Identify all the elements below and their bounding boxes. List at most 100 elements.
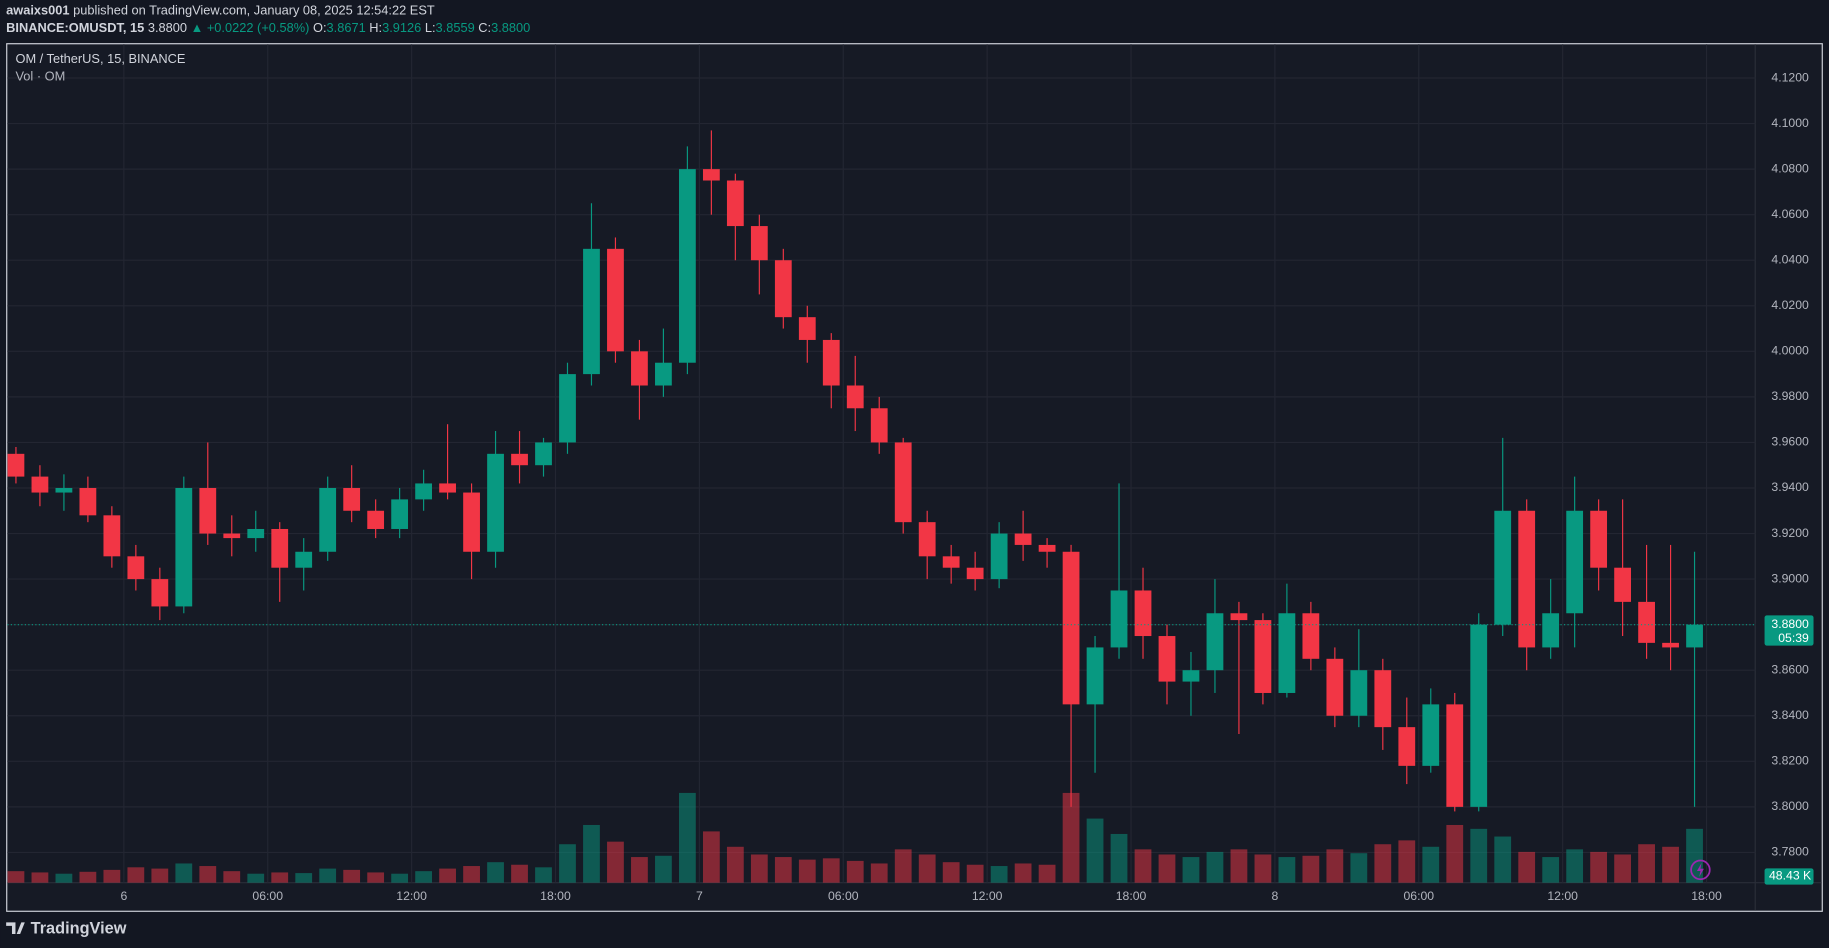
candle-body bbox=[726, 180, 744, 227]
chart-subtitle: Vol · OM bbox=[15, 68, 65, 83]
last: 3.8800 bbox=[148, 21, 187, 36]
candle-body bbox=[343, 487, 361, 511]
candle-body bbox=[1494, 510, 1512, 625]
x-tick-label: 12:00 bbox=[396, 889, 427, 903]
volume-bar bbox=[750, 854, 768, 883]
candle-body bbox=[295, 551, 313, 568]
candle-body bbox=[1566, 510, 1584, 614]
candle-body bbox=[271, 528, 289, 568]
candle-body bbox=[894, 442, 912, 523]
symbol: BINANCE:OMUSDT, 15 bbox=[6, 21, 144, 36]
volume-bar bbox=[1662, 846, 1679, 883]
volume-bar bbox=[1518, 851, 1536, 883]
ohlc-value: 3.8800 bbox=[491, 21, 530, 36]
candle-body bbox=[31, 476, 49, 493]
volume-bar bbox=[846, 860, 864, 883]
candle-body bbox=[702, 169, 720, 181]
logo: TradingView bbox=[31, 920, 127, 938]
volume-bar bbox=[1038, 864, 1056, 883]
candle-body bbox=[1254, 620, 1272, 693]
x-tick-label: 06:00 bbox=[1403, 889, 1434, 903]
candle-body bbox=[1326, 658, 1344, 716]
volume-bar bbox=[7, 871, 25, 883]
candle-body bbox=[1614, 567, 1632, 602]
y-tick-label: 3.8400 bbox=[1771, 708, 1809, 722]
candle-body bbox=[1014, 533, 1032, 545]
candle-body bbox=[79, 487, 97, 516]
y-tick-label: 4.0200 bbox=[1771, 298, 1809, 312]
volume-bar bbox=[1326, 849, 1344, 883]
volume-bar bbox=[1158, 854, 1176, 883]
candle-body bbox=[1470, 624, 1488, 807]
volume-bar bbox=[247, 873, 265, 883]
y-tick-label: 3.7800 bbox=[1771, 845, 1809, 859]
ohlc-label: C: bbox=[478, 21, 491, 36]
volume-bar bbox=[1350, 853, 1368, 883]
volume-bar bbox=[1470, 828, 1488, 883]
candle-body bbox=[1278, 613, 1296, 693]
candle-body bbox=[798, 317, 816, 340]
candle-body bbox=[990, 533, 1008, 580]
y-tick-label: 3.8600 bbox=[1771, 662, 1809, 676]
candle-body bbox=[319, 487, 337, 552]
volume-bar bbox=[894, 849, 912, 883]
x-tick-label: 06:00 bbox=[252, 889, 283, 903]
volume-bar bbox=[319, 868, 337, 883]
candle-body bbox=[1086, 647, 1104, 705]
volume-bar bbox=[295, 873, 313, 883]
axes: 3.7800 3.8000 3.8200 3.8400 3.8600 3.8800 3.90… bbox=[7, 70, 1814, 903]
volume-bar bbox=[535, 867, 552, 883]
volume-bar bbox=[1134, 849, 1152, 883]
x-tick-label: 18:00 bbox=[1691, 889, 1722, 903]
volume-tag-label: 48.43 K bbox=[1769, 869, 1812, 883]
volume-bar bbox=[175, 863, 193, 883]
volume-bar bbox=[439, 868, 456, 883]
candle-body bbox=[127, 556, 145, 580]
candle-body bbox=[1206, 613, 1224, 671]
candle-body bbox=[750, 226, 768, 261]
volume-bar bbox=[678, 792, 696, 883]
alert-icon[interactable] bbox=[1690, 859, 1711, 881]
volume-bar bbox=[990, 866, 1008, 883]
candle-body bbox=[487, 453, 504, 552]
candle-body bbox=[631, 351, 648, 386]
volume-bar bbox=[822, 858, 840, 883]
y-tick-label: 4.0800 bbox=[1771, 161, 1809, 175]
candle-body bbox=[535, 442, 552, 466]
volume-bar bbox=[942, 862, 960, 883]
volume-bar bbox=[1062, 792, 1080, 883]
candle-body bbox=[439, 483, 456, 493]
volume-bar bbox=[1206, 851, 1224, 883]
volume-bar bbox=[343, 869, 361, 883]
volume-bar bbox=[1566, 849, 1584, 883]
candle-body bbox=[367, 510, 385, 529]
candle-body bbox=[55, 487, 73, 493]
price-tag-label: 3.8800 bbox=[1771, 617, 1809, 631]
volume-tag bbox=[1764, 868, 1814, 885]
candle-body bbox=[1662, 642, 1679, 648]
volume-bar bbox=[583, 824, 600, 883]
candle-body bbox=[678, 169, 696, 363]
y-tick-label: 3.9600 bbox=[1771, 435, 1809, 449]
x-tick-label: 6 bbox=[120, 889, 127, 903]
candle-body bbox=[103, 515, 121, 557]
candle-body bbox=[583, 248, 600, 375]
y-tick-label: 3.9200 bbox=[1771, 526, 1809, 540]
x-tick-label: 12:00 bbox=[1547, 889, 1578, 903]
candle-body bbox=[942, 556, 960, 568]
volume-bar bbox=[1614, 854, 1632, 883]
volume-bar bbox=[1638, 844, 1655, 883]
volume-bar bbox=[415, 871, 432, 883]
x-tick-label: 8 bbox=[1271, 889, 1278, 903]
volume-bar bbox=[1254, 854, 1272, 883]
volume-bar bbox=[511, 864, 528, 883]
volume-bar bbox=[487, 862, 504, 883]
y-tick-label: 4.1200 bbox=[1771, 70, 1809, 84]
candle-body bbox=[607, 248, 624, 352]
volume-bar bbox=[1374, 844, 1392, 883]
volume-bar bbox=[1590, 851, 1608, 883]
y-tick-label: 3.9800 bbox=[1771, 389, 1809, 403]
candle-body bbox=[918, 522, 936, 557]
candle-body bbox=[1134, 590, 1152, 637]
volume-bar bbox=[151, 868, 169, 883]
